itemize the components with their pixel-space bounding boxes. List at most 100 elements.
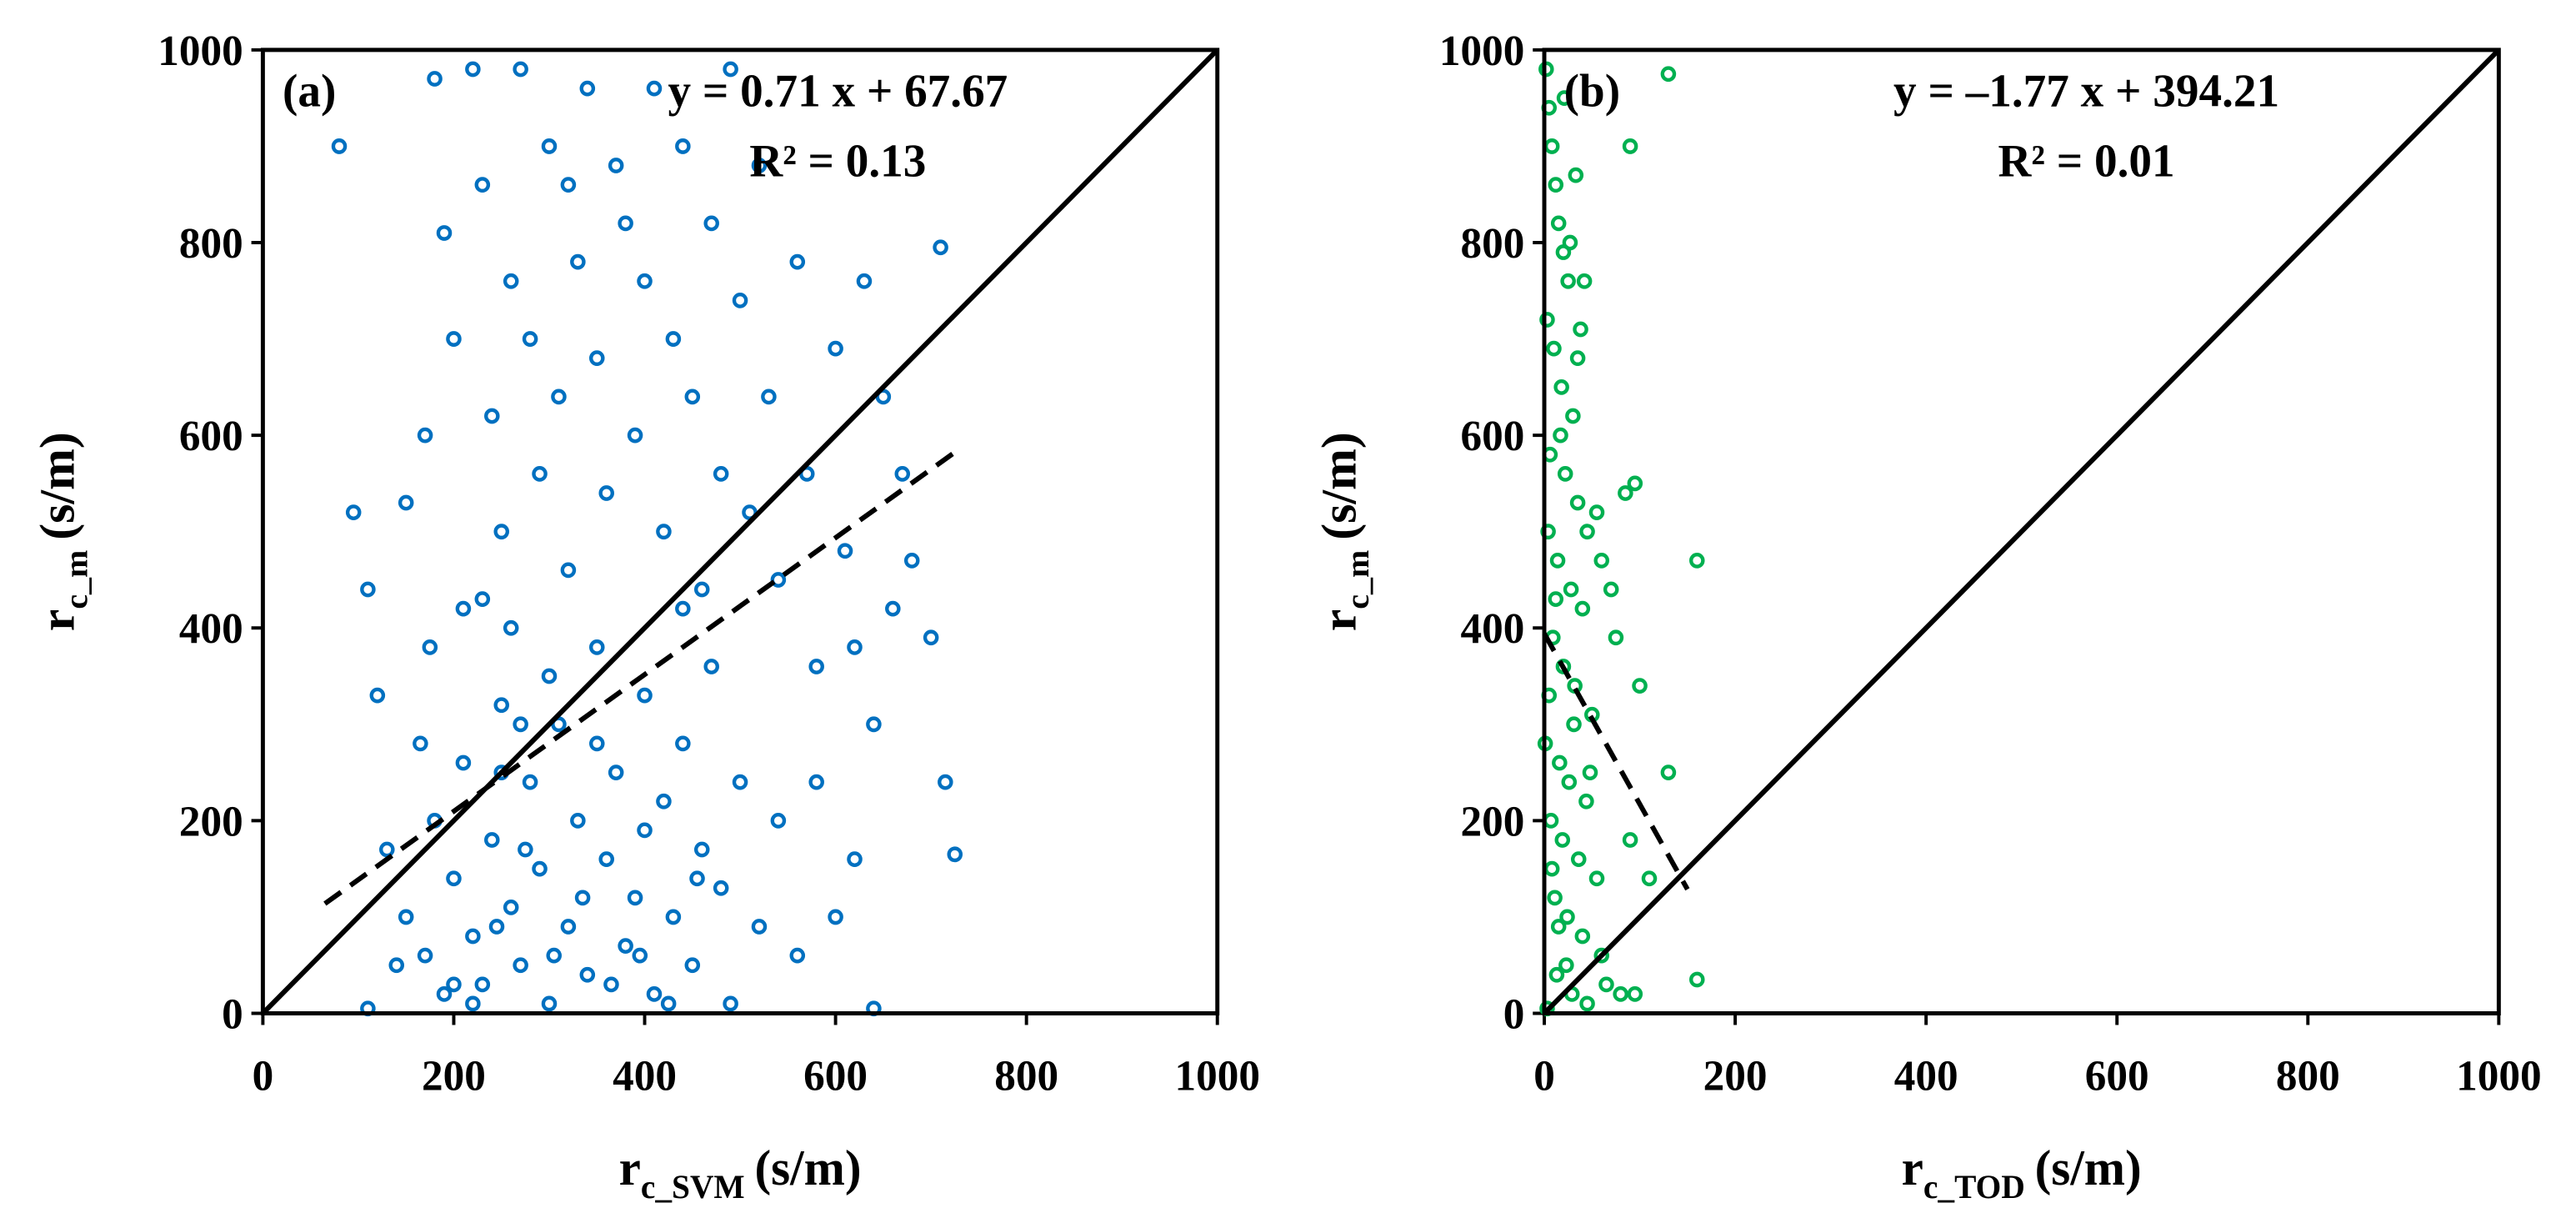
point (732, 774, 748, 790)
point (345, 504, 362, 520)
point (903, 552, 920, 569)
point (1560, 273, 1576, 289)
point (837, 543, 853, 559)
x-tick-label: 800 (2276, 1052, 2340, 1100)
point (1598, 976, 1614, 993)
point (1579, 524, 1595, 540)
point (484, 832, 500, 848)
point (1660, 764, 1677, 780)
trendline (1542, 632, 1690, 891)
y-tick-label: 400 (1461, 605, 1525, 653)
axis-label-main: r (619, 1140, 641, 1195)
axis-label-sub: c_m (1339, 550, 1376, 609)
axis-label-sub: c_m (58, 550, 95, 609)
point (522, 774, 538, 790)
point (1546, 340, 1562, 357)
point (947, 846, 963, 863)
point (474, 177, 491, 193)
axis-label: rc_SVM (s/m) (619, 1140, 862, 1205)
point (923, 629, 939, 646)
point (1565, 408, 1581, 424)
point (598, 485, 614, 501)
y-tick-label: 800 (179, 220, 243, 268)
point (1689, 971, 1705, 988)
point (608, 764, 624, 780)
point (541, 668, 558, 684)
point (513, 716, 528, 733)
point (1618, 485, 1633, 501)
y-tick-label: 200 (179, 798, 243, 845)
point (1573, 321, 1588, 338)
point (675, 600, 691, 617)
x-tick-label: 800 (994, 1052, 1058, 1100)
point (513, 61, 528, 78)
point (427, 71, 443, 87)
point (646, 80, 663, 97)
point (660, 995, 677, 1012)
point (618, 215, 633, 232)
y-tick-label: 600 (179, 413, 243, 460)
point (1553, 427, 1568, 444)
point (1543, 860, 1560, 877)
point (465, 61, 481, 78)
point (1548, 966, 1565, 983)
point (1547, 890, 1563, 906)
point (446, 976, 462, 993)
point (589, 350, 605, 367)
point (847, 639, 863, 655)
point (637, 822, 653, 839)
point (1570, 851, 1587, 867)
point (1576, 273, 1593, 289)
point (398, 494, 414, 511)
point (703, 659, 719, 674)
point (1559, 909, 1575, 925)
point (713, 465, 729, 482)
point (770, 572, 787, 588)
y-tick-label: 0 (1503, 990, 1525, 1038)
panel-label: (b) (1564, 66, 1620, 117)
point (894, 465, 911, 482)
point (693, 841, 710, 858)
point (484, 408, 500, 424)
point (723, 995, 738, 1012)
panel-label: (a) (283, 66, 336, 117)
point (1578, 793, 1594, 810)
point (808, 659, 824, 674)
point (513, 957, 528, 974)
x-tick-label: 400 (613, 1052, 677, 1100)
point (560, 177, 577, 193)
point (1539, 312, 1555, 328)
point (1548, 177, 1564, 193)
x-tick-label: 0 (253, 1052, 274, 1100)
point (608, 158, 624, 173)
point (455, 600, 472, 617)
point (856, 273, 873, 289)
point (551, 388, 567, 405)
point (546, 947, 562, 964)
plot-frame (260, 48, 1220, 1015)
point (618, 938, 633, 954)
point (570, 812, 586, 829)
point (1588, 870, 1605, 887)
axis-label-sub: c_SVM (641, 1169, 745, 1205)
point (541, 995, 558, 1012)
x-tick-label: 1000 (1174, 1052, 1259, 1100)
point (1553, 378, 1569, 395)
point (1582, 764, 1598, 780)
point (1641, 870, 1658, 887)
x-tick-label: 400 (1894, 1052, 1958, 1100)
point (388, 957, 405, 974)
point (518, 841, 533, 858)
point (455, 754, 472, 771)
point (1566, 716, 1582, 733)
axis-label-unit: (s/m) (754, 1140, 861, 1195)
point (579, 80, 596, 97)
point (684, 957, 701, 974)
point (703, 215, 719, 232)
point (1627, 475, 1643, 492)
point (751, 158, 768, 173)
point (875, 388, 892, 405)
plot-frame (1542, 48, 2501, 1015)
point (1552, 754, 1568, 771)
point (503, 619, 519, 636)
